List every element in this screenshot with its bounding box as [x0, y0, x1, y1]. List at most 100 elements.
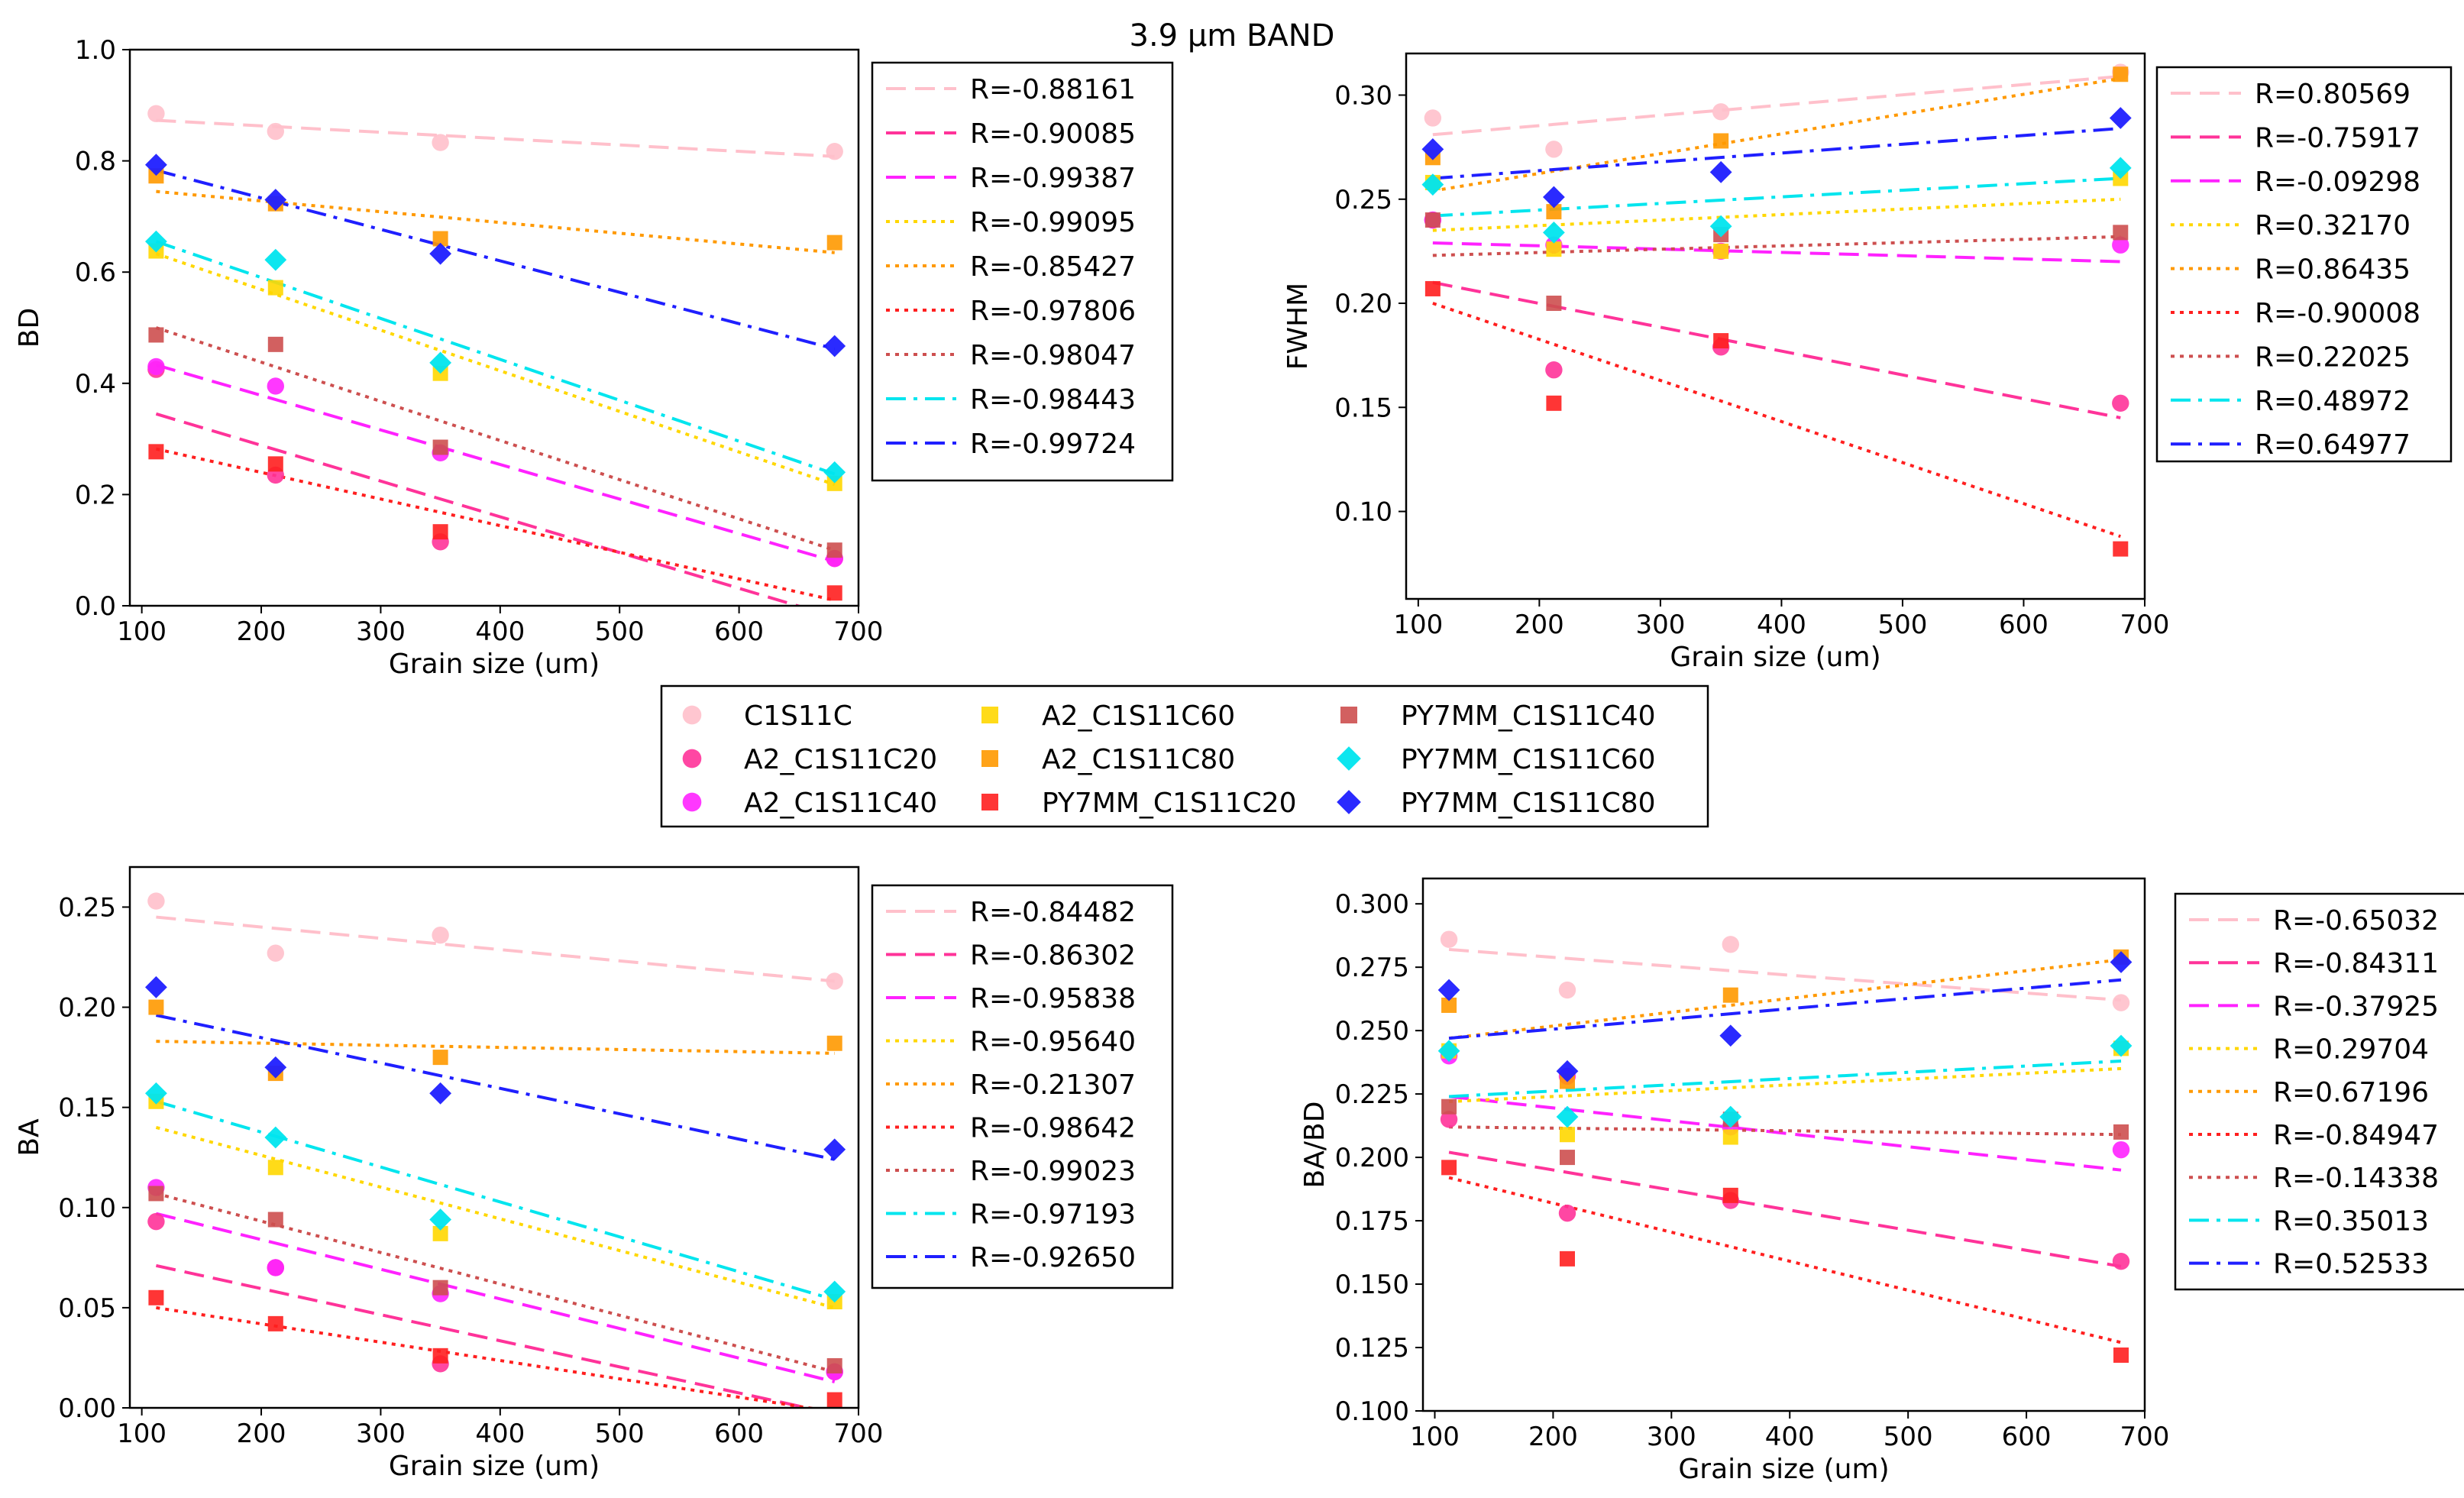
point-PY7MM_C1S11C60	[1437, 1040, 1460, 1063]
r-legend-label: R=-0.84482	[970, 897, 1136, 928]
y-tick-label: 0.15	[58, 1093, 116, 1124]
r-legend-label: R=-0.98642	[970, 1113, 1136, 1144]
y-tick-label: 0.4	[75, 369, 116, 400]
series-legend: C1S11C A2_C1S11C20 A2_C1S11C40 A2_C1S11C60 A…	[660, 684, 1709, 828]
x-tick-label: 300	[356, 616, 406, 647]
legend-label: A2_C1S11C80	[1042, 744, 1235, 775]
point-PY7MM_C1S11C80	[264, 1056, 287, 1079]
chart-panel-4: 100 200 300 400 500 600 700 0.100 0.125 0.150 0.17…	[1299, 877, 2464, 1485]
point-PY7MM_C1S11C80	[1719, 1024, 1742, 1047]
r-legend-label: R=0.48972	[2255, 386, 2411, 417]
y-axis-label: BA/BD	[1299, 1102, 1331, 1189]
point-PY7MM_C1S11C80	[1421, 138, 1444, 160]
point-PY7MM_C1S11C80	[145, 154, 167, 176]
point-A2_C1S11C40	[267, 377, 284, 395]
fit-line-PY7MM_C1S11C20	[155, 447, 836, 602]
point-PY7MM_C1S11C80	[2110, 951, 2133, 973]
point-A2_C1S11C80	[148, 168, 164, 184]
y-axis-label: FWHM	[1282, 283, 1314, 370]
point-PY7MM_C1S11C80	[1709, 160, 1732, 183]
y-tick-label: 0.2	[75, 480, 116, 510]
x-tick-label: 700	[2120, 610, 2170, 640]
r-legend-label: R=-0.99724	[970, 429, 1136, 460]
y-tick-label: 0.8	[75, 147, 116, 177]
point-PY7MM_C1S11C40	[432, 1280, 448, 1296]
y-tick-label: 0.125	[1335, 1333, 1409, 1364]
point-PY7MM_C1S11C80	[264, 189, 287, 211]
fit-line-A2_C1S11C60	[1448, 1066, 2122, 1104]
x-tick-label: 200	[237, 616, 286, 647]
point-PY7MM_C1S11C40	[2113, 225, 2129, 241]
point-A2_C1S11C80	[1546, 204, 1562, 220]
point-C1S11C	[267, 944, 284, 962]
y-tick-label: 0.20	[1334, 289, 1392, 319]
y-tick-label: 0.00	[58, 1393, 116, 1424]
r-legend-label: R=-0.75917	[2255, 122, 2420, 154]
r-legend-label: R=-0.95838	[970, 983, 1136, 1014]
x-tick-label: 400	[1757, 610, 1806, 640]
y-tick-label: 0.225	[1335, 1079, 1409, 1110]
fit-line-A2_C1S11C80	[1448, 958, 2122, 1040]
legend-marker-A2_C1S11C40	[682, 792, 702, 812]
legend-marker-PY7MM_C1S11C40	[1340, 707, 1357, 723]
r-legend-label: R=0.80569	[2255, 79, 2411, 110]
x-tick-label: 200	[1515, 610, 1564, 640]
fit-line-A2_C1S11C60	[155, 1125, 836, 1309]
point-PY7MM_C1S11C60	[1556, 1105, 1579, 1128]
legend-marker-C1S11C	[682, 705, 702, 725]
point-A2_C1S11C40	[2112, 1140, 2130, 1159]
point-PY7MM_C1S11C60	[264, 1126, 287, 1149]
y-tick-label: 0.25	[58, 892, 116, 923]
fit-line-A2_C1S11C20	[155, 412, 804, 606]
fit-line-C1S11C	[156, 915, 835, 983]
point-PY7MM_C1S11C60	[1421, 173, 1444, 196]
r-legend: R=-0.84482 R=-0.86302 R=-0.95838 R=-0.95640…	[871, 884, 1174, 1289]
fit-line-A2_C1S11C80	[156, 1040, 835, 1055]
point-C1S11C	[2112, 994, 2130, 1011]
point-A2_C1S11C20	[2112, 394, 2129, 413]
fit-line-PY7MM_C1S11C20	[1432, 302, 2121, 539]
point-C1S11C	[432, 926, 449, 944]
plot-area	[1421, 63, 2132, 557]
r-legend-label: R=-0.99095	[970, 207, 1136, 238]
r-legend: R=0.80569 R=-0.75917 R=-0.09298 R=0.32170 R=…	[2155, 66, 2453, 463]
point-PY7MM_C1S11C20	[432, 524, 448, 540]
point-A2_C1S11C20	[147, 1212, 165, 1231]
chart-panel-2: 100 200 300 400 500 600 700 0.10 0.15 0.20 0.25 0.3…	[1282, 52, 2453, 673]
point-A2_C1S11C20	[2112, 1252, 2130, 1270]
point-PY7MM_C1S11C60	[145, 1082, 167, 1105]
figure-title: 3.9 µm BAND	[1130, 18, 1335, 53]
x-tick-label: 700	[2120, 1422, 2170, 1452]
r-legend-label: R=-0.90008	[2255, 298, 2420, 329]
y-tick-label: 0.275	[1335, 953, 1409, 983]
point-PY7MM_C1S11C20	[1424, 280, 1441, 296]
x-tick-label: 700	[834, 616, 884, 647]
axes-frame	[1405, 52, 2146, 600]
y-tick-label: 0.30	[1334, 81, 1392, 112]
r-legend-box	[871, 884, 1174, 1289]
x-tick-label: 400	[1765, 1422, 1815, 1452]
y-tick-label: 0.100	[1335, 1396, 1409, 1427]
y-tick-label: 0.175	[1335, 1206, 1409, 1237]
point-PY7MM_C1S11C60	[264, 248, 287, 271]
r-legend-label: R=-0.90085	[970, 118, 1136, 150]
y-tick-label: 0.10	[58, 1193, 116, 1224]
fit-line-A2_C1S11C40	[155, 1212, 836, 1383]
r-legend-label: R=-0.21307	[970, 1069, 1136, 1101]
point-A2_C1S11C80	[1713, 133, 1729, 149]
r-legend-box	[2155, 66, 2453, 463]
y-tick-label: 0.150	[1335, 1270, 1409, 1300]
point-PY7MM_C1S11C40	[2113, 1124, 2129, 1140]
point-A2_C1S11C60	[432, 1225, 448, 1241]
fit-line-PY7MM_C1S11C80	[1448, 978, 2122, 1040]
point-C1S11C	[1712, 103, 1730, 121]
legend-label: A2_C1S11C40	[744, 788, 937, 819]
x-tick-label: 600	[714, 1419, 764, 1449]
point-PY7MM_C1S11C60	[823, 461, 846, 484]
point-C1S11C	[1545, 141, 1563, 158]
point-PY7MM_C1S11C80	[145, 975, 167, 998]
legend-marker-A2_C1S11C20	[682, 749, 702, 768]
point-A2_C1S11C80	[432, 1050, 448, 1066]
point-PY7MM_C1S11C40	[1441, 1098, 1457, 1115]
y-tick-label: 0.300	[1335, 889, 1409, 920]
